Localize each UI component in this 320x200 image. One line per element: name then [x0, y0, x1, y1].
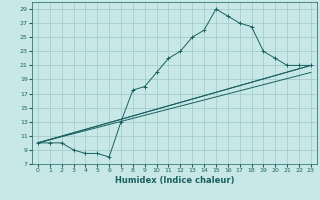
X-axis label: Humidex (Indice chaleur): Humidex (Indice chaleur)	[115, 176, 234, 185]
